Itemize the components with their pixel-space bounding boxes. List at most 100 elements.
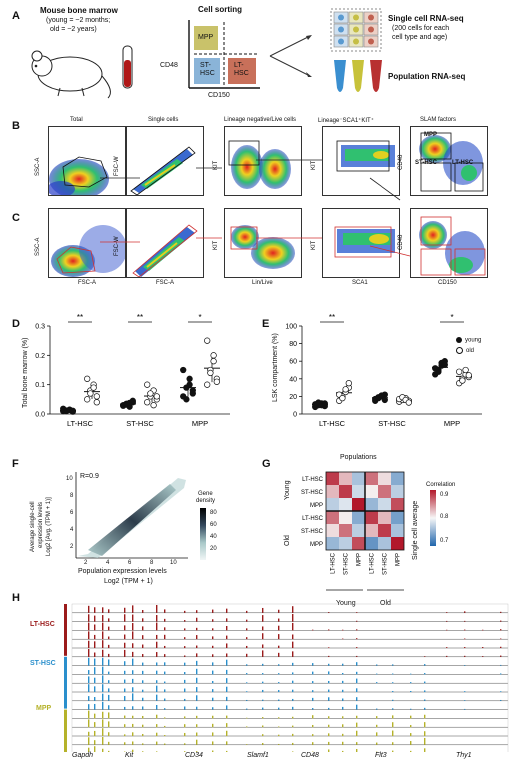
facs-plot-b-lsk (322, 126, 400, 196)
coverage-peak (156, 705, 158, 710)
coverage-peak (212, 732, 214, 736)
coverage-peak (292, 622, 294, 631)
coverage-peak (410, 708, 412, 710)
coverage-peak (196, 660, 198, 666)
sc-rnaseq-title: Single cell RNA-seq (388, 14, 464, 23)
coverage-peak (226, 723, 228, 728)
coverage-peak (164, 708, 166, 710)
coverage-peak (500, 664, 502, 666)
coverage-peak (102, 666, 104, 675)
h-gene-flt3: Flt3 (375, 752, 387, 759)
coverage-peak (132, 741, 134, 745)
coverage-peak (464, 620, 466, 622)
coverage-peak (164, 725, 166, 728)
coverage-peak (410, 733, 412, 736)
panel-a-label: A (12, 10, 20, 22)
coverage-peak (102, 657, 104, 666)
coverage-peak (278, 726, 280, 728)
coverage-peak (184, 743, 186, 745)
coverage-peak (124, 607, 126, 613)
coverage-peak (164, 689, 166, 692)
y-tick-label: 60 (289, 359, 297, 366)
x-category-label: MPP (444, 419, 460, 428)
facs-title-total: Total (70, 117, 83, 123)
coverage-peak (226, 715, 228, 719)
gate-b-st-hsc: ST-HSC (415, 160, 438, 166)
coverage-peak (102, 640, 104, 648)
coverage-peak (132, 623, 134, 631)
coverage-peak (292, 606, 294, 613)
heatmap-cell (378, 524, 391, 537)
f-xtick-4: 4 (106, 560, 110, 566)
coverage-peak (196, 732, 198, 736)
coverage-peak (108, 732, 110, 736)
coverage-peak (142, 635, 144, 640)
coverage-peak (184, 637, 186, 640)
coverage-peak (196, 617, 198, 622)
panel-g-heatmap: LT-HSC ST-HSC MPP LT-HSC ST-HSC MPP LT-HSC ST-H… (301, 471, 405, 591)
coverage-peak (88, 747, 90, 752)
young-point (180, 366, 187, 374)
coverage-peak (278, 682, 280, 684)
coverage-peak (156, 732, 158, 736)
heatmap-cell (365, 485, 378, 498)
coverage-peak (342, 672, 344, 675)
coverage-peak (376, 716, 378, 719)
x-category-label: ST-HSC (126, 419, 154, 428)
coverage-peak (156, 685, 158, 692)
facs-title-slam: SLAM factors (420, 117, 457, 123)
coverage-peak (356, 722, 358, 728)
coverage-peak (424, 664, 426, 666)
coverage-peak (108, 659, 110, 666)
coverage-peak (262, 707, 264, 710)
coverage-peak (424, 731, 426, 736)
coverage-peak (164, 735, 166, 736)
coverage-peak (212, 750, 214, 752)
coverage-peak (156, 741, 158, 745)
coverage-peak (376, 742, 378, 745)
coverage-peak (246, 673, 248, 675)
coverage-peak (156, 641, 158, 648)
g-group-old-col: Old (380, 600, 391, 607)
coverage-peak (226, 678, 228, 684)
coverage-peak (212, 670, 214, 675)
coverage-peak (328, 749, 330, 752)
coverage-peak (262, 681, 264, 684)
coverage-peak (94, 652, 96, 657)
significance-label: * (450, 313, 453, 322)
old-point (459, 377, 466, 384)
coverage-peak (94, 697, 96, 701)
heatmap-cell (391, 511, 404, 524)
coverage-peak (424, 656, 426, 657)
coverage-peak (156, 652, 158, 657)
coverage-peak (278, 743, 280, 745)
h-gene-thy1: Thy1 (456, 752, 472, 759)
coverage-peak (164, 662, 166, 666)
panel-d-label: D (12, 318, 20, 330)
heatmap-cell (339, 498, 352, 511)
f-ytick-10: 10 (66, 476, 73, 482)
coverage-peak (226, 705, 228, 710)
coverage-peak (184, 662, 186, 666)
old-point (90, 384, 97, 391)
coverage-peak (212, 654, 214, 657)
facs-c-xlabel-5: CD150 (438, 280, 457, 286)
coverage-peak (226, 659, 228, 666)
facs-plot-c-lsk (322, 208, 400, 278)
heatmap-cell (391, 498, 404, 511)
coverage-peak (226, 696, 228, 701)
heatmap-cell (326, 537, 339, 550)
coverage-peak (392, 682, 394, 684)
legend-e-old: old (456, 347, 474, 354)
facs-c-xlabel-1: FSC-A (78, 280, 96, 286)
coverage-peak (342, 706, 344, 710)
young-point (321, 400, 328, 407)
significance-label: * (198, 313, 201, 322)
coverage-peak (212, 723, 214, 728)
coverage-peak (108, 644, 110, 648)
coverage-peak (464, 638, 466, 640)
coverage-peak (108, 712, 110, 719)
coverage-peak (196, 724, 198, 728)
coverage-peak (142, 697, 144, 701)
